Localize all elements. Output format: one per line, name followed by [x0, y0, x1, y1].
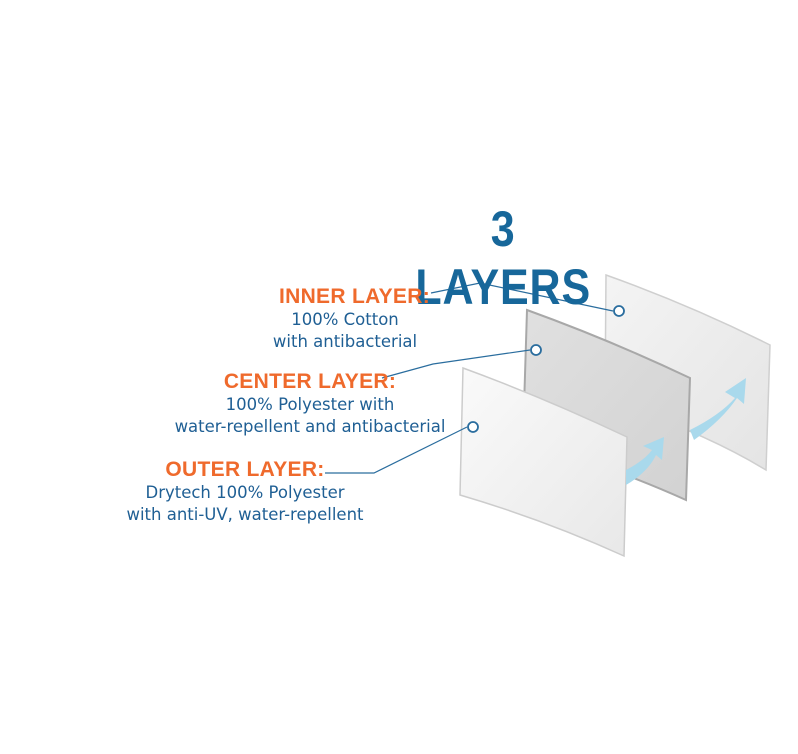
outer-layer-name: OUTER LAYER: [165, 458, 325, 481]
center-layer-label: CENTER LAYER: 100% Polyester with water-… [130, 370, 450, 438]
inner-layer-line2: with antibacterial [272, 332, 418, 351]
outer-layer-sheet [459, 366, 628, 558]
outer-layer-line1: Drytech 100% Polyester [145, 483, 345, 502]
outer-connector-dot [467, 421, 479, 433]
center-layer-name: CENTER LAYER: [223, 370, 397, 393]
center-layer-line2: water-repellent and antibacterial [174, 417, 446, 436]
inner-layer-name: INNER LAYER: [278, 285, 430, 308]
center-connector-dot [530, 344, 542, 356]
inner-connector-dot [613, 305, 625, 317]
back-arrow [690, 378, 746, 440]
inner-layer-label: INNER LAYER: 100% Cotton with antibacter… [260, 285, 430, 353]
inner-connector [430, 282, 614, 312]
center-layer-line1: 100% Polyester with [225, 395, 395, 414]
inner-layer-line1: 100% Cotton [291, 310, 399, 329]
diagram-title: 3 LAYERS [415, 201, 592, 315]
outer-layer-label: OUTER LAYER: Drytech 100% Polyester with… [100, 458, 390, 526]
center-connector [381, 349, 531, 379]
outer-layer-line2: with anti-UV, water-repellent [126, 505, 364, 524]
outer-connector [325, 426, 468, 474]
front-arrow [626, 437, 664, 485]
